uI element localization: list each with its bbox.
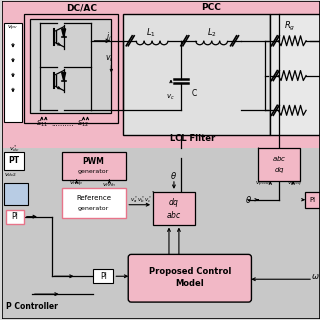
Text: C: C — [191, 89, 196, 98]
Text: $S_{11}$: $S_{11}$ — [36, 119, 48, 129]
Bar — [93, 269, 113, 283]
Bar — [4, 152, 24, 170]
Text: ..........: .......... — [52, 121, 74, 127]
Polygon shape — [62, 29, 66, 37]
Bar — [62, 188, 126, 218]
Bar — [2, 14, 24, 148]
Text: $v_c$: $v_c$ — [165, 93, 174, 102]
Bar — [4, 23, 22, 122]
Text: $v_{dc2}$: $v_{dc2}$ — [4, 171, 17, 179]
Bar — [62, 152, 126, 180]
Text: $\omega$: $\omega$ — [311, 272, 319, 281]
Text: $L_1$: $L_1$ — [146, 27, 156, 39]
Bar — [153, 192, 195, 225]
Text: $v_{refp}$: $v_{refp}$ — [69, 180, 84, 189]
Text: $v_{refn}$: $v_{refn}$ — [102, 181, 116, 189]
Text: LCL Filter: LCL Filter — [170, 134, 215, 143]
Bar — [258, 148, 300, 181]
Bar — [2, 1, 320, 148]
Text: $abc$: $abc$ — [272, 154, 286, 163]
Text: PI: PI — [309, 197, 315, 203]
Text: $abc$: $abc$ — [166, 209, 182, 220]
Bar — [24, 14, 118, 123]
Text: generator: generator — [78, 206, 109, 211]
Text: Model: Model — [175, 279, 204, 288]
Text: Reference: Reference — [76, 195, 111, 201]
Bar — [305, 192, 320, 208]
Text: $R_g$: $R_g$ — [284, 20, 295, 33]
Bar — [131, 257, 248, 299]
Text: generator: generator — [78, 169, 109, 174]
Bar — [6, 210, 24, 224]
Text: Proposed Control: Proposed Control — [149, 267, 231, 276]
Bar — [270, 14, 320, 135]
Bar — [2, 148, 320, 319]
Text: $v_{pv}$: $v_{pv}$ — [7, 24, 19, 34]
Text: $v_{dc}^*$: $v_{dc}^*$ — [9, 144, 20, 155]
Text: DC/AC: DC/AC — [66, 4, 97, 12]
Text: $v_{pccd}$: $v_{pccd}$ — [255, 180, 270, 189]
Text: PT: PT — [8, 156, 20, 165]
Text: $\theta$: $\theta$ — [171, 170, 177, 181]
Text: $v_a^*v_b^*v_c^*$: $v_a^*v_b^*v_c^*$ — [130, 194, 152, 205]
Text: $S_{12}$: $S_{12}$ — [77, 119, 90, 129]
Text: $L_2$: $L_2$ — [207, 27, 217, 39]
Polygon shape — [62, 73, 66, 81]
Text: PI: PI — [100, 272, 107, 281]
Text: PI: PI — [12, 212, 18, 221]
Text: $v_i$: $v_i$ — [105, 53, 113, 64]
Bar — [4, 183, 28, 205]
Bar — [30, 19, 111, 113]
Text: P Controller: P Controller — [6, 301, 58, 311]
Text: $i_i$: $i_i$ — [106, 30, 111, 43]
Text: $v_{pccq}$: $v_{pccq}$ — [287, 180, 302, 189]
Text: $dq$: $dq$ — [168, 196, 180, 209]
FancyBboxPatch shape — [128, 254, 252, 302]
Text: $\theta$: $\theta$ — [245, 194, 252, 205]
Text: $dq$: $dq$ — [274, 165, 284, 175]
Text: PWM: PWM — [83, 157, 104, 166]
Text: PCC: PCC — [201, 4, 220, 12]
Bar — [123, 14, 270, 135]
